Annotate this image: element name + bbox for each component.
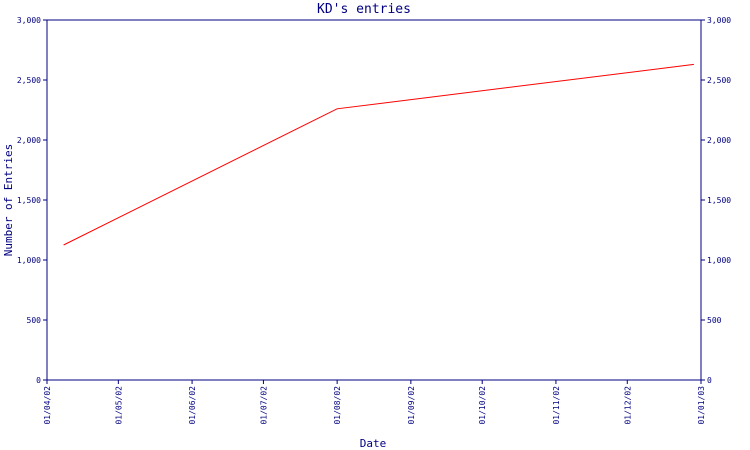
- y-tick-label-left: 2,500: [17, 76, 41, 85]
- y-tick-label-left: 1,000: [17, 256, 41, 265]
- plot-frame: [46, 19, 702, 381]
- x-tick-label: 01/10/02: [478, 386, 487, 425]
- y-tick-label-left: 1,500: [17, 196, 41, 205]
- y-tick-label-right: 1,500: [707, 196, 731, 205]
- y-tick-label-left: 2,000: [17, 136, 41, 145]
- x-tick-label: 01/09/02: [407, 386, 416, 425]
- chart-title: KD's entries: [317, 2, 411, 17]
- x-tick-label: 01/01/03: [697, 386, 706, 425]
- x-tick-label: 01/12/02: [623, 386, 632, 425]
- x-axis: 01/04/02 01/05/02 01/06/02 01/07/02 01/08/02…: [43, 380, 706, 425]
- y-tick-label-left: 500: [27, 316, 42, 325]
- y-tick-label-left: 3,000: [17, 16, 41, 25]
- y-tick-label-right: 2,000: [707, 136, 731, 145]
- y-tick-label-right: 3,000: [707, 16, 731, 25]
- y-tick-label-right: 500: [707, 316, 722, 325]
- series-layer: [63, 63, 694, 246]
- x-tick-label: 01/05/02: [114, 386, 123, 425]
- y-tick-label-left: 0: [36, 376, 41, 385]
- x-tick-label: 01/07/02: [259, 386, 268, 425]
- x-tick-label: 01/08/02: [333, 386, 342, 425]
- y-tick-label-right: 1,000: [707, 256, 731, 265]
- x-tick-label: 01/11/02: [552, 386, 561, 425]
- y-axis-right: 0 500 1,000 1,500 2,000 2,500 3,000: [701, 16, 731, 385]
- x-axis-label: Date: [360, 437, 387, 450]
- series-line: [63, 63, 694, 246]
- y-axis-left: 0 500 1,000 1,500 2,000 2,500 3,000: [17, 16, 47, 385]
- y-tick-label-right: 0: [707, 376, 712, 385]
- y-tick-label-right: 2,500: [707, 76, 731, 85]
- x-tick-label: 01/06/02: [188, 386, 197, 425]
- x-tick-label: 01/04/02: [43, 386, 52, 425]
- y-axis-label: Number of Entries: [2, 144, 15, 257]
